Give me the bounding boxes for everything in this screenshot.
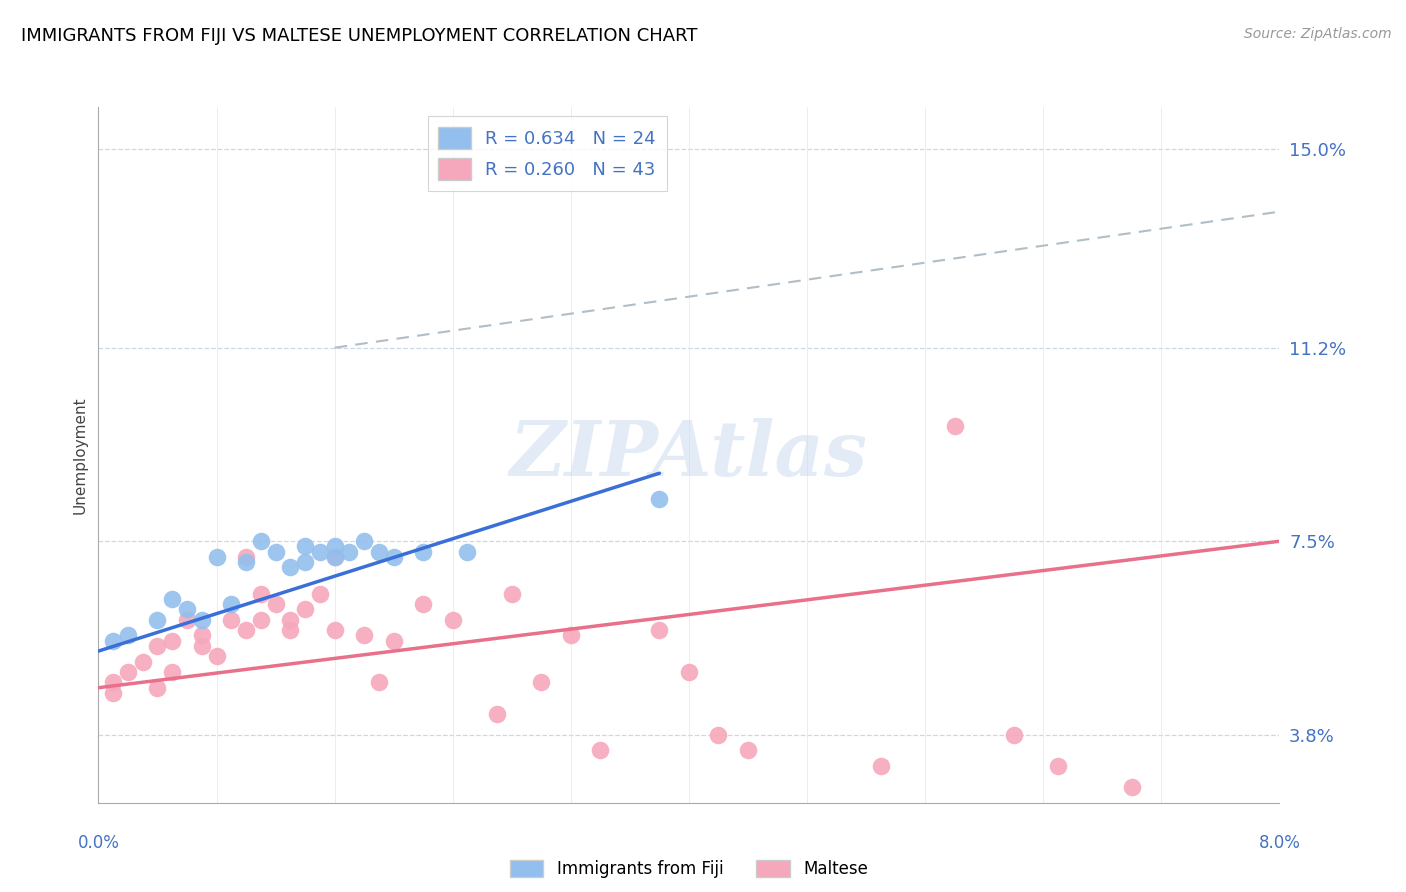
Point: [191, 628, 214, 642]
Point: [456, 544, 478, 558]
Point: [707, 728, 730, 742]
Point: [235, 623, 257, 637]
Point: [162, 665, 183, 679]
Point: [441, 613, 464, 627]
Point: [589, 743, 612, 757]
Point: [678, 665, 700, 679]
Point: [294, 555, 316, 569]
Point: [117, 665, 139, 679]
Point: [412, 597, 434, 611]
Text: 8.0%: 8.0%: [1258, 834, 1301, 852]
Point: [146, 613, 169, 627]
Point: [1002, 728, 1025, 742]
Point: [323, 549, 346, 564]
Point: [162, 633, 183, 648]
Point: [294, 602, 316, 616]
Point: [146, 639, 169, 653]
Point: [530, 675, 553, 690]
Point: [1121, 780, 1143, 794]
Point: [278, 613, 302, 627]
Point: [191, 613, 214, 627]
Point: [367, 675, 389, 690]
Point: [869, 759, 891, 773]
Point: [103, 633, 125, 648]
Point: [191, 639, 214, 653]
Point: [560, 628, 582, 642]
Point: [264, 597, 287, 611]
Point: [117, 628, 139, 642]
Point: [323, 549, 346, 564]
Point: [176, 613, 198, 627]
Point: [250, 613, 273, 627]
Point: [323, 540, 346, 554]
Point: [235, 549, 257, 564]
Point: [308, 544, 332, 558]
Point: [235, 555, 257, 569]
Point: [264, 544, 287, 558]
Point: [648, 623, 671, 637]
Point: [1046, 759, 1069, 773]
Point: [323, 623, 346, 637]
Point: [176, 602, 198, 616]
Point: [132, 655, 155, 669]
Text: 0.0%: 0.0%: [77, 834, 120, 852]
Point: [103, 675, 125, 690]
Point: [412, 544, 434, 558]
Point: [353, 628, 375, 642]
Text: IMMIGRANTS FROM FIJI VS MALTESE UNEMPLOYMENT CORRELATION CHART: IMMIGRANTS FROM FIJI VS MALTESE UNEMPLOY…: [21, 27, 697, 45]
Point: [103, 686, 125, 700]
Point: [485, 706, 508, 721]
Point: [250, 534, 273, 549]
Point: [382, 549, 405, 564]
Point: [205, 649, 228, 664]
Point: [162, 591, 183, 606]
Point: [250, 586, 273, 600]
Point: [648, 492, 671, 507]
Point: [382, 633, 405, 648]
Point: [943, 419, 966, 434]
Legend: Immigrants from Fiji, Maltese: Immigrants from Fiji, Maltese: [510, 860, 868, 878]
Y-axis label: Unemployment: Unemployment: [72, 396, 87, 514]
Text: ZIPAtlas: ZIPAtlas: [510, 418, 868, 491]
Point: [278, 623, 302, 637]
Point: [501, 586, 523, 600]
Point: [737, 743, 759, 757]
Point: [219, 613, 242, 627]
Point: [367, 544, 389, 558]
Text: Source: ZipAtlas.com: Source: ZipAtlas.com: [1244, 27, 1392, 41]
Point: [278, 560, 302, 574]
Point: [205, 549, 228, 564]
Point: [219, 597, 242, 611]
Point: [353, 534, 375, 549]
Point: [146, 681, 169, 695]
Point: [294, 540, 316, 554]
Point: [308, 586, 332, 600]
Point: [337, 544, 360, 558]
